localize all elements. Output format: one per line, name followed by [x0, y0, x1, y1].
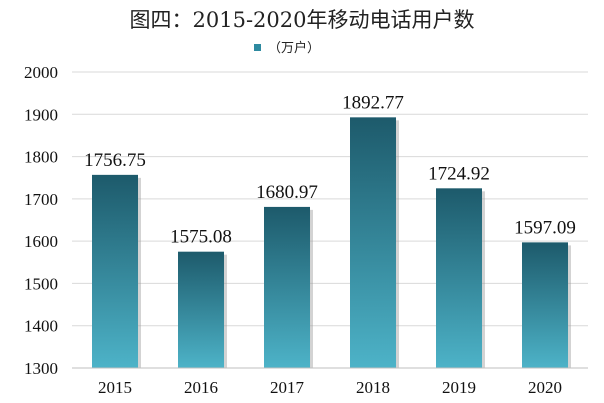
x-tick-label: 2015	[98, 378, 132, 397]
legend-swatch	[254, 44, 261, 51]
y-axis-ticks: 1300 1400 1500 1600 1700 1800 1900 2000	[24, 63, 58, 378]
x-tick-label: 2017	[270, 378, 305, 397]
bar-2017	[264, 206, 310, 368]
y-tick-label: 1700	[24, 190, 58, 209]
bar-2020	[522, 242, 568, 368]
x-tick-label: 2020	[528, 378, 562, 397]
y-tick-label: 1800	[24, 148, 58, 167]
x-tick-label: 2018	[356, 378, 390, 397]
bar-2018	[350, 117, 396, 368]
y-tick-label: 1300	[24, 359, 58, 378]
chart-title: 图四：2015-2020年移动电话用户数	[130, 8, 475, 32]
data-label: 1575.08	[170, 227, 232, 248]
data-labels: 1756.75 1575.08 1680.97 1892.77 1724.92 1597.…	[84, 92, 576, 247]
y-tick-label: 1500	[24, 274, 58, 293]
x-tick-label: 2016	[184, 378, 218, 397]
y-tick-label: 1900	[24, 105, 58, 124]
y-tick-label: 1600	[24, 232, 58, 251]
x-axis-ticks: 2015 2016 2017 2018 2019 2020	[98, 378, 562, 397]
gridlines	[72, 71, 588, 327]
data-label: 1597.09	[514, 217, 576, 238]
data-label: 1724.92	[428, 163, 490, 184]
y-tick-label: 2000	[24, 63, 58, 82]
legend-label: （万户）	[268, 40, 320, 56]
bar-2016	[178, 251, 224, 368]
y-tick-label: 1400	[24, 317, 58, 336]
bars	[92, 117, 571, 368]
bar-2015	[92, 174, 138, 368]
data-label: 1756.75	[84, 150, 146, 171]
x-tick-label: 2019	[442, 378, 476, 397]
data-label: 1892.77	[342, 92, 404, 113]
legend: （万户）	[254, 40, 320, 56]
data-label: 1680.97	[256, 182, 318, 203]
bar-2019	[436, 188, 482, 368]
